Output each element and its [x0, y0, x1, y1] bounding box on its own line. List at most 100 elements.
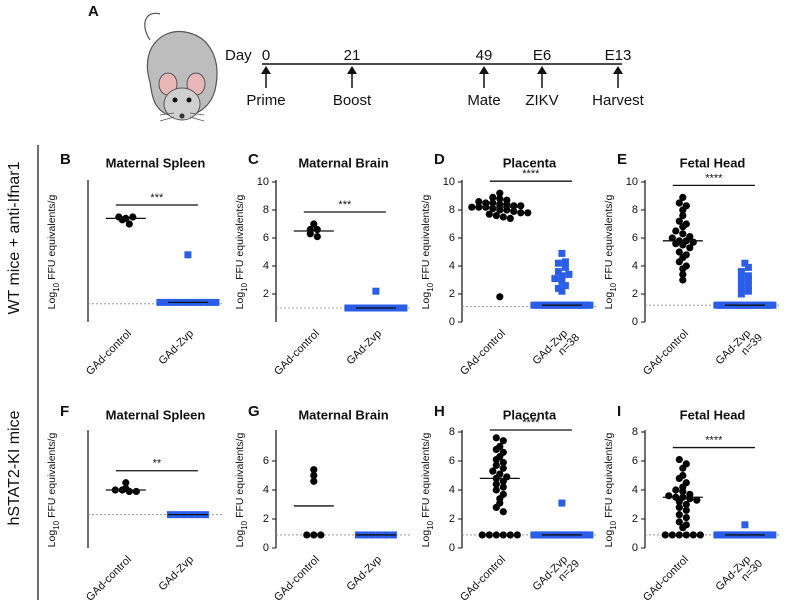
y-tick-label: 4	[263, 484, 269, 496]
panel-title: Maternal Spleen	[106, 407, 206, 422]
timeline-tick: 21	[344, 47, 361, 64]
data-point	[496, 195, 504, 203]
y-axis-label: Log10 FFU equivalents/g	[603, 433, 618, 548]
significance-label: ****	[522, 168, 540, 180]
arrow-head	[613, 66, 623, 74]
data-point	[162, 298, 170, 306]
data-point	[561, 263, 569, 271]
y-tick-label: 0	[263, 542, 269, 554]
data-point	[303, 531, 311, 539]
data-point	[679, 230, 687, 238]
data-point	[679, 276, 687, 284]
data-point	[558, 272, 566, 280]
data-point	[212, 298, 220, 306]
data-point	[492, 486, 500, 494]
data-point	[492, 455, 500, 464]
data-point	[492, 461, 500, 469]
data-point	[558, 249, 566, 257]
arrow-head	[537, 66, 547, 74]
data-point	[496, 200, 504, 208]
y-axis-label: Log10 FFU equivalents/g	[46, 195, 61, 310]
y-label-part: Log	[603, 292, 615, 310]
data-point	[492, 531, 500, 539]
panel-letter: I	[617, 403, 621, 420]
data-point	[737, 279, 745, 287]
data-point	[554, 259, 562, 267]
panel-title: Placenta	[503, 407, 557, 422]
data-point	[125, 220, 133, 228]
data-point	[517, 209, 525, 217]
data-point	[769, 531, 777, 539]
y-axis-label: Log10 FFU equivalents/g	[420, 433, 435, 548]
data-point	[499, 531, 507, 539]
panel-title: Fetal Head	[680, 407, 746, 422]
y-tick-label: 10	[257, 176, 269, 188]
data-point	[184, 251, 192, 259]
data-point	[675, 474, 683, 482]
data-point	[310, 466, 318, 474]
y-label-part: Log	[234, 530, 246, 548]
data-point	[675, 258, 683, 266]
y-label-part: FFU equivalents/g	[46, 433, 58, 518]
data-point	[744, 272, 752, 280]
data-point	[693, 496, 701, 504]
data-point	[586, 531, 594, 539]
y-label-part: FFU equivalents/g	[420, 195, 432, 280]
data-point	[468, 203, 476, 211]
data-point	[492, 480, 500, 488]
y-tick-label: 0	[449, 316, 455, 328]
data-point	[310, 471, 318, 480]
data-point	[475, 198, 483, 206]
timeline-event: Boost	[333, 92, 372, 109]
data-point	[744, 276, 752, 284]
y-tick-label: 0	[632, 316, 638, 328]
data-point	[686, 244, 694, 252]
category-label: GAd-control	[84, 328, 134, 378]
data-point	[679, 270, 687, 278]
y-label-part: FFU equivalents/g	[46, 195, 58, 280]
data-point	[350, 304, 357, 312]
data-point	[554, 268, 562, 276]
y-tick-label: 8	[449, 426, 455, 438]
y-tick-label: 10	[443, 176, 455, 188]
data-point	[489, 467, 497, 475]
y-label-subscript: 10	[240, 520, 249, 529]
y-tick-label: 8	[449, 204, 455, 216]
data-point	[156, 298, 164, 306]
y-axis-label: Log10 FFU equivalents/g	[234, 433, 249, 548]
y-tick-label: 2	[632, 513, 638, 525]
data-point	[672, 227, 680, 235]
data-point	[672, 240, 680, 248]
y-tick-label: 6	[263, 455, 269, 467]
data-point	[675, 248, 683, 256]
panel-letter: D	[434, 151, 445, 168]
data-point	[679, 212, 687, 220]
data-point	[682, 531, 690, 539]
y-tick-label: 6	[449, 455, 455, 467]
timeline-tick: 49	[476, 47, 493, 64]
data-point	[310, 220, 318, 228]
timeline-event: ZIKV	[525, 92, 558, 109]
row-label: WT mice + anti-Ifnar1	[6, 161, 23, 314]
data-point	[679, 241, 687, 249]
data-point	[737, 268, 745, 276]
y-axis-label: Log10 FFU equivalents/g	[234, 195, 249, 310]
data-point	[668, 234, 676, 242]
y-tick-label: 10	[626, 176, 638, 188]
panel-letter: E	[617, 151, 627, 168]
data-point	[496, 206, 504, 214]
y-tick-label: 0	[449, 542, 455, 554]
panel-title: Maternal Brain	[298, 155, 388, 170]
category-label: GAd-Zvp	[156, 554, 196, 594]
y-axis-label: Log10 FFU equivalents/g	[46, 433, 61, 548]
data-point	[310, 531, 318, 539]
data-point	[744, 263, 752, 271]
category-label: GAd-control	[272, 328, 322, 378]
data-point	[394, 304, 402, 312]
data-point	[682, 513, 690, 522]
y-label-subscript: 10	[426, 520, 435, 529]
y-tick-label: 4	[632, 484, 638, 496]
day-label: Day	[225, 47, 252, 64]
data-point	[503, 200, 511, 208]
